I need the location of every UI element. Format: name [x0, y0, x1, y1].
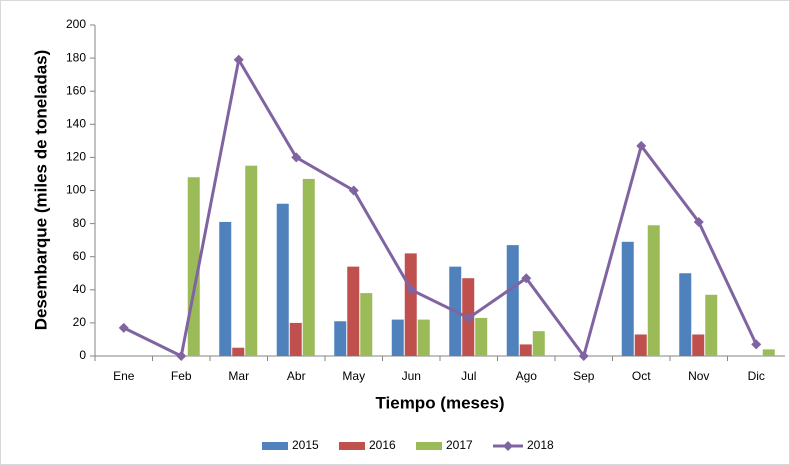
bar: [404, 253, 417, 356]
x-tick-label: Feb: [171, 369, 192, 383]
x-tick-label: Jul: [461, 369, 476, 383]
y-tick-label: 180: [66, 50, 86, 64]
y-axis-title: Desembarque (miles de toneladas): [31, 50, 50, 331]
legend-swatch: [339, 442, 365, 450]
bar: [532, 331, 545, 356]
bar: [302, 178, 315, 356]
marker: [463, 312, 474, 323]
legend-label: 2015: [292, 438, 319, 452]
marker: [406, 284, 417, 295]
y-tick-label: 140: [66, 116, 86, 130]
y-tick-label: 40: [73, 282, 87, 296]
bar: [289, 322, 302, 356]
bar: [360, 293, 373, 356]
x-tick-label: May: [342, 369, 365, 383]
y-tick-label: 200: [66, 17, 86, 31]
x-axis-title: Tiempo (meses): [375, 393, 504, 412]
bar: [762, 349, 775, 356]
legend-marker: [503, 441, 513, 451]
x-tick-label: Jun: [402, 369, 421, 383]
x-tick-label: Nov: [688, 369, 709, 383]
marker: [291, 152, 302, 163]
bar: [679, 273, 692, 356]
bar: [391, 319, 404, 356]
x-tick-label: Ago: [516, 369, 538, 383]
y-tick-label: 120: [66, 150, 86, 164]
legend-swatch: [416, 442, 442, 450]
y-tick-label: 160: [66, 83, 86, 97]
x-tick-label: Dic: [748, 369, 765, 383]
x-tick-label: Oct: [632, 369, 651, 383]
marker: [693, 216, 704, 227]
bar: [705, 294, 718, 356]
line: [123, 55, 758, 360]
legend-label: 2017: [446, 438, 473, 452]
bar: [417, 319, 430, 356]
marker: [233, 54, 244, 65]
bar: [506, 245, 519, 356]
marker: [118, 322, 129, 333]
y-tick-label: 0: [79, 348, 86, 362]
marker: [176, 351, 187, 361]
y-tick-label: 20: [73, 315, 87, 329]
bar: [245, 165, 258, 356]
legend-label: 2018: [527, 438, 554, 452]
bar: [475, 317, 488, 356]
bar: [692, 334, 705, 356]
bar: [347, 266, 360, 356]
marker: [348, 185, 359, 196]
bar: [219, 221, 232, 356]
x-tick-label: Sep: [573, 369, 595, 383]
marker: [751, 339, 762, 350]
bar: [519, 344, 532, 356]
bar: [232, 347, 245, 356]
x-tick-label: Abr: [287, 369, 306, 383]
legend-label: 2016: [369, 438, 396, 452]
x-tick-label: Mar: [228, 369, 249, 383]
marker: [578, 351, 589, 361]
y-tick-label: 100: [66, 183, 86, 197]
legend-swatch: [262, 442, 288, 450]
bar: [621, 241, 634, 356]
bar: [634, 334, 647, 356]
bar: [647, 225, 660, 356]
y-tick-label: 80: [73, 216, 87, 230]
bar: [276, 203, 289, 356]
bar: [334, 321, 347, 356]
marker: [521, 273, 532, 284]
x-tick-label: Ene: [113, 369, 135, 383]
marker: [636, 140, 647, 151]
y-tick-label: 60: [73, 249, 87, 263]
